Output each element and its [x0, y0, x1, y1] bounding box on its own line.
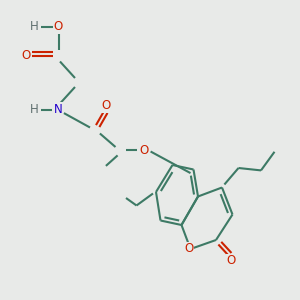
- Text: H: H: [30, 103, 39, 116]
- Text: O: O: [184, 242, 194, 256]
- Text: H: H: [30, 20, 39, 34]
- Text: N: N: [54, 103, 63, 116]
- Text: O: O: [140, 143, 148, 157]
- Text: O: O: [21, 49, 30, 62]
- Text: O: O: [226, 254, 236, 268]
- Text: O: O: [102, 99, 111, 112]
- Text: O: O: [54, 20, 63, 34]
